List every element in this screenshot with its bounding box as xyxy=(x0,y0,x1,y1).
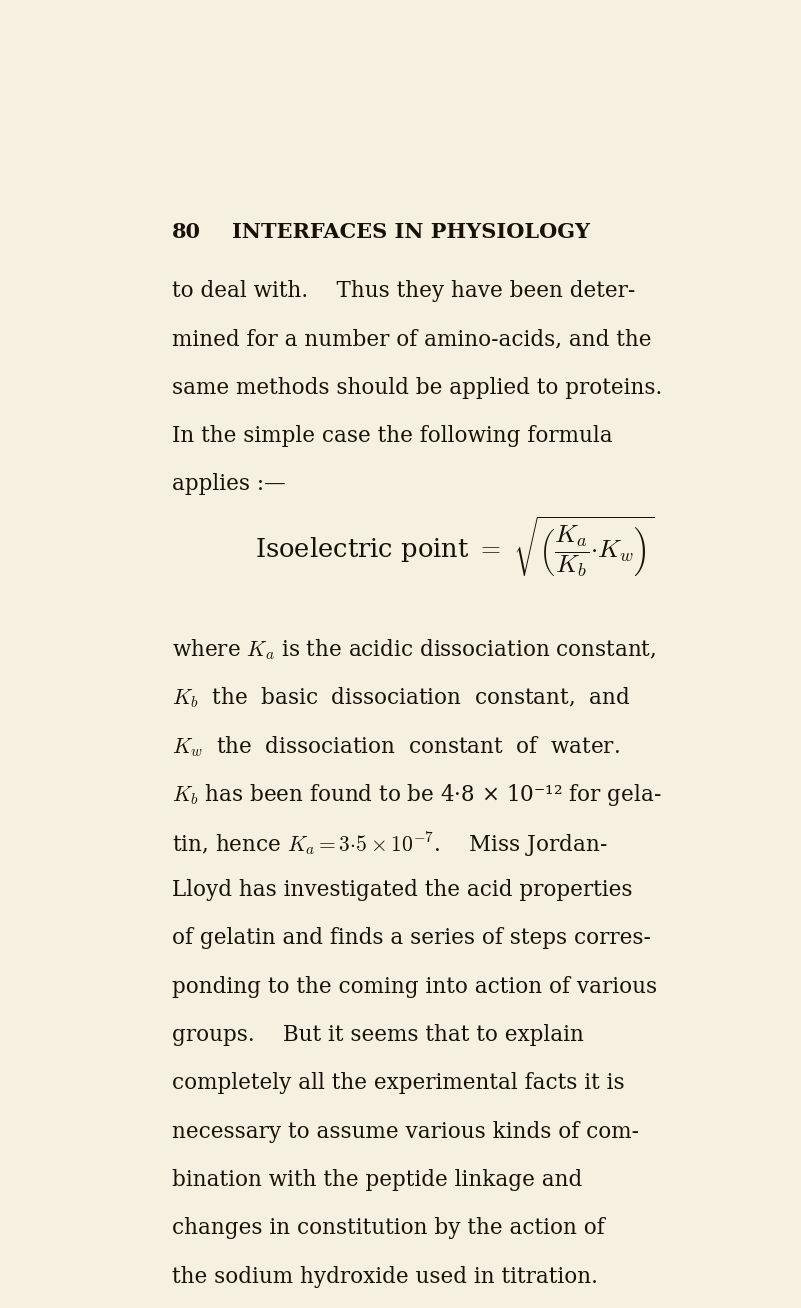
Text: of gelatin and finds a series of steps corres-: of gelatin and finds a series of steps c… xyxy=(171,927,650,950)
Text: $K_w$  the  dissociation  constant  of  water.: $K_w$ the dissociation constant of water… xyxy=(171,734,619,759)
Text: mined for a number of amino-acids, and the: mined for a number of amino-acids, and t… xyxy=(171,328,651,351)
Text: groups.  But it seems that to explain: groups. But it seems that to explain xyxy=(171,1024,583,1046)
Text: $K_b$  the  basic  dissociation  constant,  and: $K_b$ the basic dissociation constant, a… xyxy=(171,685,630,710)
Text: to deal with.  Thus they have been deter-: to deal with. Thus they have been deter- xyxy=(171,280,634,302)
Text: same methods should be applied to proteins.: same methods should be applied to protei… xyxy=(171,377,662,399)
Text: changes in constitution by the action of: changes in constitution by the action of xyxy=(171,1218,604,1240)
Text: Isoelectric point $=$ $\sqrt{\left(\dfrac{K_a}{K_b}{\cdot}K_w\right)}$: Isoelectric point $=$ $\sqrt{\left(\dfra… xyxy=(256,514,655,579)
Text: 80: 80 xyxy=(171,222,200,242)
Text: where $K_a$ is the acidic dissociation constant,: where $K_a$ is the acidic dissociation c… xyxy=(171,637,656,662)
Text: Lloyd has investigated the acid properties: Lloyd has investigated the acid properti… xyxy=(171,879,632,901)
Text: INTERFACES IN PHYSIOLOGY: INTERFACES IN PHYSIOLOGY xyxy=(231,222,590,242)
Text: applies :—: applies :— xyxy=(171,473,285,496)
Text: tin, hence $K_a = 3{\cdot}5 \times 10^{-7}$.  Miss Jordan-: tin, hence $K_a = 3{\cdot}5 \times 10^{-… xyxy=(171,831,607,859)
Text: completely all the experimental facts it is: completely all the experimental facts it… xyxy=(171,1073,624,1095)
Text: ponding to the coming into action of various: ponding to the coming into action of var… xyxy=(171,976,657,998)
Text: necessary to assume various kinds of com-: necessary to assume various kinds of com… xyxy=(171,1121,638,1143)
Text: bination with the peptide linkage and: bination with the peptide linkage and xyxy=(171,1169,582,1192)
Text: the sodium hydroxide used in titration.: the sodium hydroxide used in titration. xyxy=(171,1266,598,1288)
Text: $K_b$ has been found to be 4·8 × 10⁻¹² for gela-: $K_b$ has been found to be 4·8 × 10⁻¹² f… xyxy=(171,782,661,808)
Text: In the simple case the following formula: In the simple case the following formula xyxy=(171,425,612,447)
